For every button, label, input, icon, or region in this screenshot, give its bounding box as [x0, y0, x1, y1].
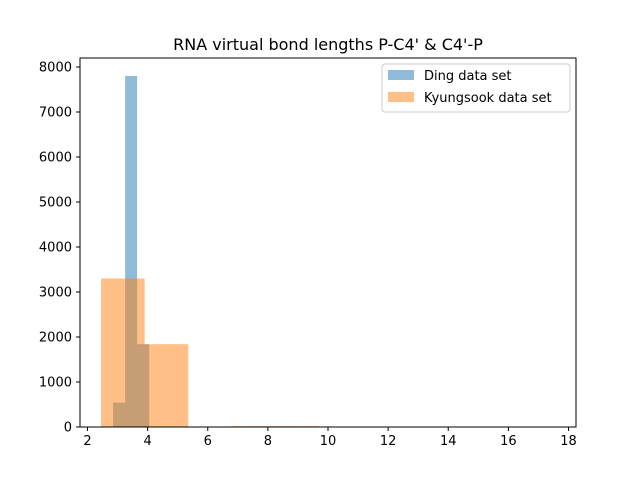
y-tick-label: 3000 — [39, 286, 72, 301]
x-tick-label: 14 — [440, 434, 457, 449]
legend-label: Kyungsook data set — [424, 91, 552, 106]
y-tick-label: 7000 — [39, 106, 72, 121]
legend-swatch — [388, 70, 414, 80]
x-tick-label: 4 — [143, 434, 151, 449]
histogram-bars — [101, 76, 319, 427]
legend-box — [381, 63, 571, 113]
bar-series1-bin0 — [101, 278, 145, 427]
axes: 2 4 6 8 10 12 14 16 18 0 1000 2000 3000 4000 5000 6000 7… — [39, 57, 577, 449]
y-tick-label: 1000 — [39, 376, 72, 391]
x-tick-label: 12 — [380, 434, 397, 449]
legend: Ding data set Kyungsook data set — [381, 63, 571, 113]
x-tick-label: 2 — [83, 434, 91, 449]
chart-title: RNA virtual bond lengths P-C4' & C4'-P — [173, 35, 483, 54]
y-tick-label: 6000 — [39, 151, 72, 166]
legend-label: Ding data set — [424, 69, 512, 84]
x-tick-label: 8 — [264, 434, 272, 449]
x-tick-label: 10 — [320, 434, 337, 449]
bar-series1-bin1 — [144, 344, 189, 427]
x-tick-label: 18 — [560, 434, 577, 449]
legend-swatch — [388, 92, 414, 102]
y-tick-label: 0 — [64, 421, 72, 436]
y-tick-label: 2000 — [39, 331, 72, 346]
x-tick-label: 16 — [500, 434, 517, 449]
y-tick-label: 8000 — [39, 61, 72, 76]
y-tick-label: 5000 — [39, 196, 72, 211]
y-tick-label: 4000 — [39, 241, 72, 256]
x-tick-label: 6 — [204, 434, 212, 449]
